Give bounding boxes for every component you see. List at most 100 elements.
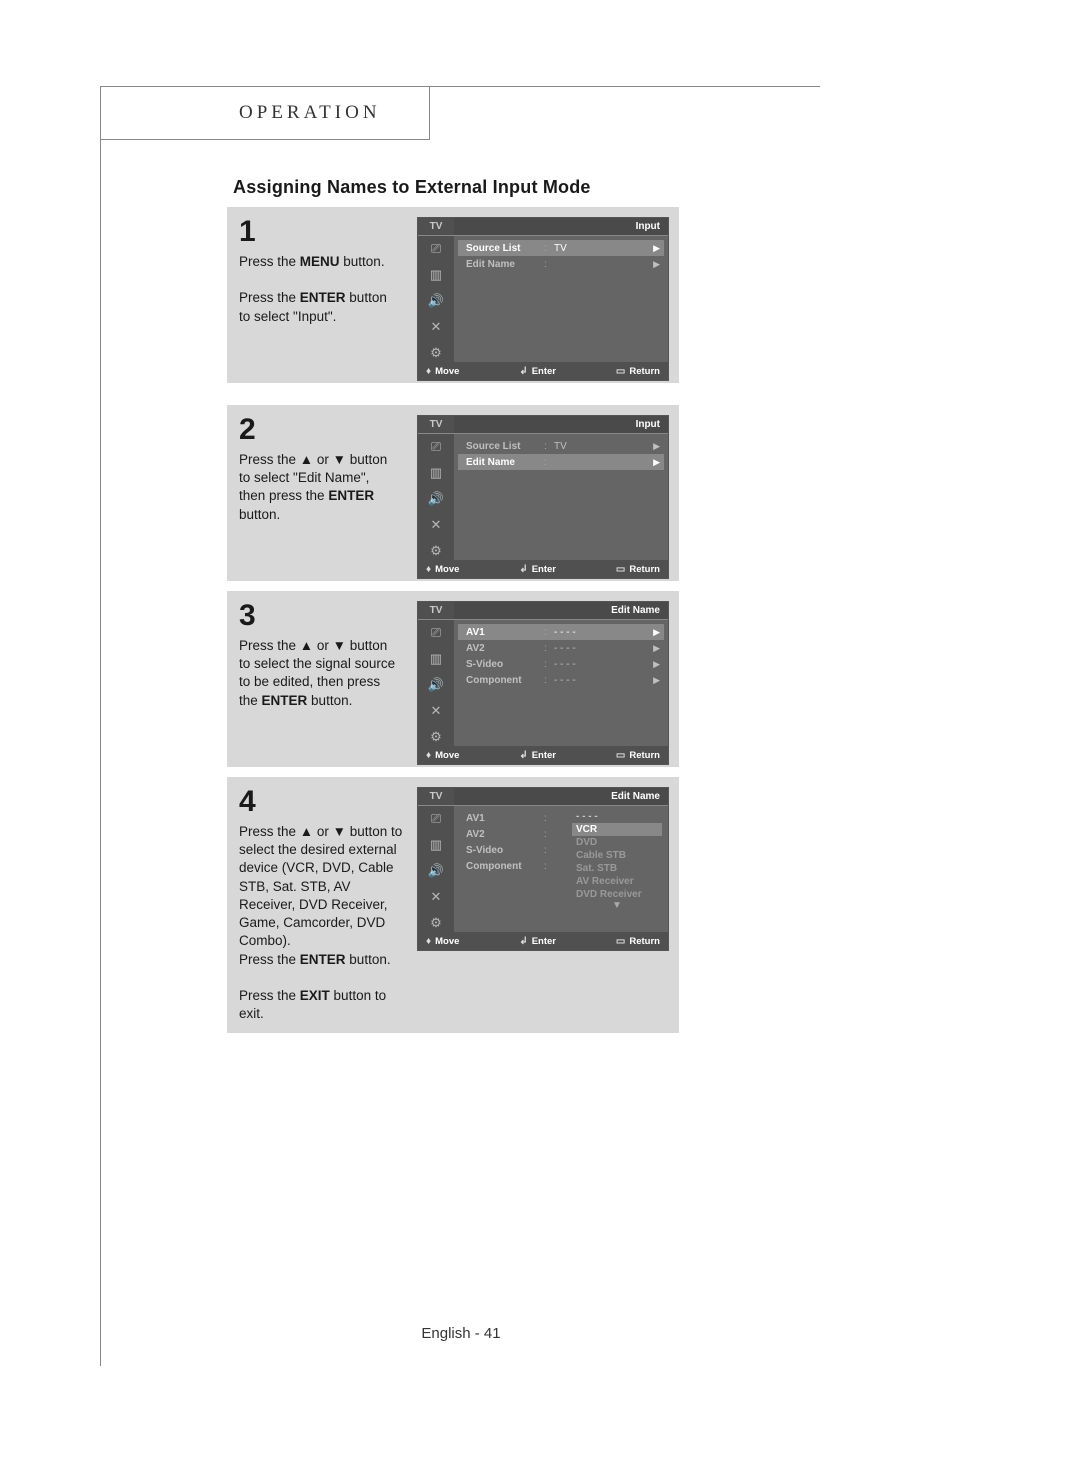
osd-row-colon: : [544,675,554,686]
enter-icon: ↲ [519,936,527,947]
osd-row-label: Component [466,675,544,686]
channel-icon: ✕ [427,516,445,534]
osd-title: Input [454,416,668,433]
setup-icon: ⚙ [427,728,445,746]
sound-icon: 🔊 [427,862,445,880]
osd-row-label: Component [466,861,544,872]
osd-row-label: AV2 [466,829,544,840]
osd-row-label: AV1 [466,813,544,824]
dropdown-item: AV Receiver [572,875,662,888]
osd-content: AV1 : ▶ AV2 : ▶ S-Video : ▶ Component : … [454,806,668,932]
osd-row-colon: : [544,259,554,270]
chevron-right-icon: ▶ [648,659,660,670]
setup-icon: ⚙ [427,914,445,932]
osd-row-value: - - - - [554,627,648,638]
osd-row-colon: : [544,457,554,468]
osd-footer-return: ▭Return [616,936,660,947]
osd-row-value: - - - - [554,643,648,654]
step-panel: 2 Press the ▲ or ▼ button to select "Edi… [227,405,679,581]
osd-row-value: TV [554,441,648,452]
chevron-right-icon: ▶ [648,243,660,254]
osd-title: Input [454,218,668,235]
input-icon: ⎚ [427,240,445,258]
osd-tv-label: TV [418,602,454,619]
osd-row-label: AV2 [466,643,544,654]
osd-footer-return: ▭Return [616,750,660,761]
setup-icon: ⚙ [427,542,445,560]
osd-content: AV1 : - - - - ▶ AV2 : - - - - ▶ S-Video … [454,620,668,746]
input-icon: ⎚ [427,624,445,642]
osd-footer-move: ♦Move [426,564,459,575]
dropdown-item: Sat. STB [572,862,662,875]
sound-icon: 🔊 [427,490,445,508]
osd-screen: TV Edit Name ⎚▥🔊✕⚙ AV1 : ▶ AV2 : ▶ S-Vid… [417,787,669,951]
osd-body: ⎚▥🔊✕⚙ Source List : TV ▶ Edit Name : ▶ [418,434,668,560]
osd-tv-label: TV [418,416,454,433]
chevron-right-icon: ▶ [648,441,660,452]
updown-icon: ♦ [426,936,431,947]
chevron-right-icon: ▶ [648,259,660,270]
section-tab-label: OPERATION [239,102,381,123]
osd-title: Edit Name [454,602,668,619]
picture-icon: ▥ [427,650,445,668]
chevron-right-icon: ▶ [648,457,660,468]
page-frame: OPERATION Assigning Names to External In… [100,86,820,1366]
chevron-right-icon: ▶ [648,643,660,654]
osd-row-colon: : [544,659,554,670]
dropdown-item: DVD [572,836,662,849]
picture-icon: ▥ [427,464,445,482]
osd-row-colon: : [544,643,554,654]
osd-sidebar: ⎚▥🔊✕⚙ [418,236,454,362]
osd-tv-label: TV [418,218,454,235]
chevron-right-icon: ▶ [648,675,660,686]
osd-row-value: TV [554,243,648,254]
osd-footer-enter: ↲Enter [519,750,556,761]
osd-sidebar: ⎚▥🔊✕⚙ [418,434,454,560]
picture-icon: ▥ [427,836,445,854]
osd-row: Component : - - - - ▶ [458,672,664,688]
osd-row-label: S-Video [466,845,544,856]
step-text: Press the ▲ or ▼ button to select "Edit … [239,451,399,524]
setup-icon: ⚙ [427,344,445,362]
step-panel: 1 Press the MENU button.Press the ENTER … [227,207,679,383]
osd-row-colon: : [544,813,554,824]
osd-row: Source List : TV ▶ [458,438,664,454]
chevron-down-icon: ▼ [572,901,662,911]
section-tab: OPERATION [100,86,430,140]
osd-row-value: - - - - [554,675,648,686]
osd-tv-label: TV [418,788,454,805]
osd-row: S-Video : - - - - ▶ [458,656,664,672]
return-icon: ▭ [616,750,625,761]
osd-footer-enter: ↲Enter [519,936,556,947]
return-icon: ▭ [616,564,625,575]
osd-row: AV2 : - - - - ▶ [458,640,664,656]
osd-row-label: Edit Name [466,259,544,270]
osd-dropdown: - - - -VCRDVDCable STBSat. STBAV Receive… [572,810,662,911]
osd-footer-move: ♦Move [426,366,459,377]
updown-icon: ♦ [426,564,431,575]
enter-icon: ↲ [519,564,527,575]
step-panel: 3 Press the ▲ or ▼ button to select the … [227,591,679,767]
osd-row-label: Source List [466,243,544,254]
osd-row: Edit Name : ▶ [458,256,664,272]
osd-row: AV1 : - - - - ▶ [458,624,664,640]
chevron-right-icon: ▶ [648,627,660,638]
sound-icon: 🔊 [427,676,445,694]
osd-row-colon: : [544,243,554,254]
updown-icon: ♦ [426,750,431,761]
osd-footer: ♦Move ↲Enter ▭Return [418,932,668,950]
osd-footer-move: ♦Move [426,750,459,761]
step-panel: 4 Press the ▲ or ▼ button to select the … [227,777,679,1033]
osd-footer-enter: ↲Enter [519,564,556,575]
osd-footer-return: ▭Return [616,366,660,377]
osd-footer: ♦Move ↲Enter ▭Return [418,362,668,380]
step-text: Press the MENU button.Press the ENTER bu… [239,253,399,326]
dropdown-item: Cable STB [572,849,662,862]
osd-row-value: - - - - [554,659,648,670]
osd-row-colon: : [544,441,554,452]
input-icon: ⎚ [427,810,445,828]
channel-icon: ✕ [427,888,445,906]
osd-sidebar: ⎚▥🔊✕⚙ [418,620,454,746]
page-footer: English - 41 [101,1325,821,1342]
osd-row-colon: : [544,861,554,872]
